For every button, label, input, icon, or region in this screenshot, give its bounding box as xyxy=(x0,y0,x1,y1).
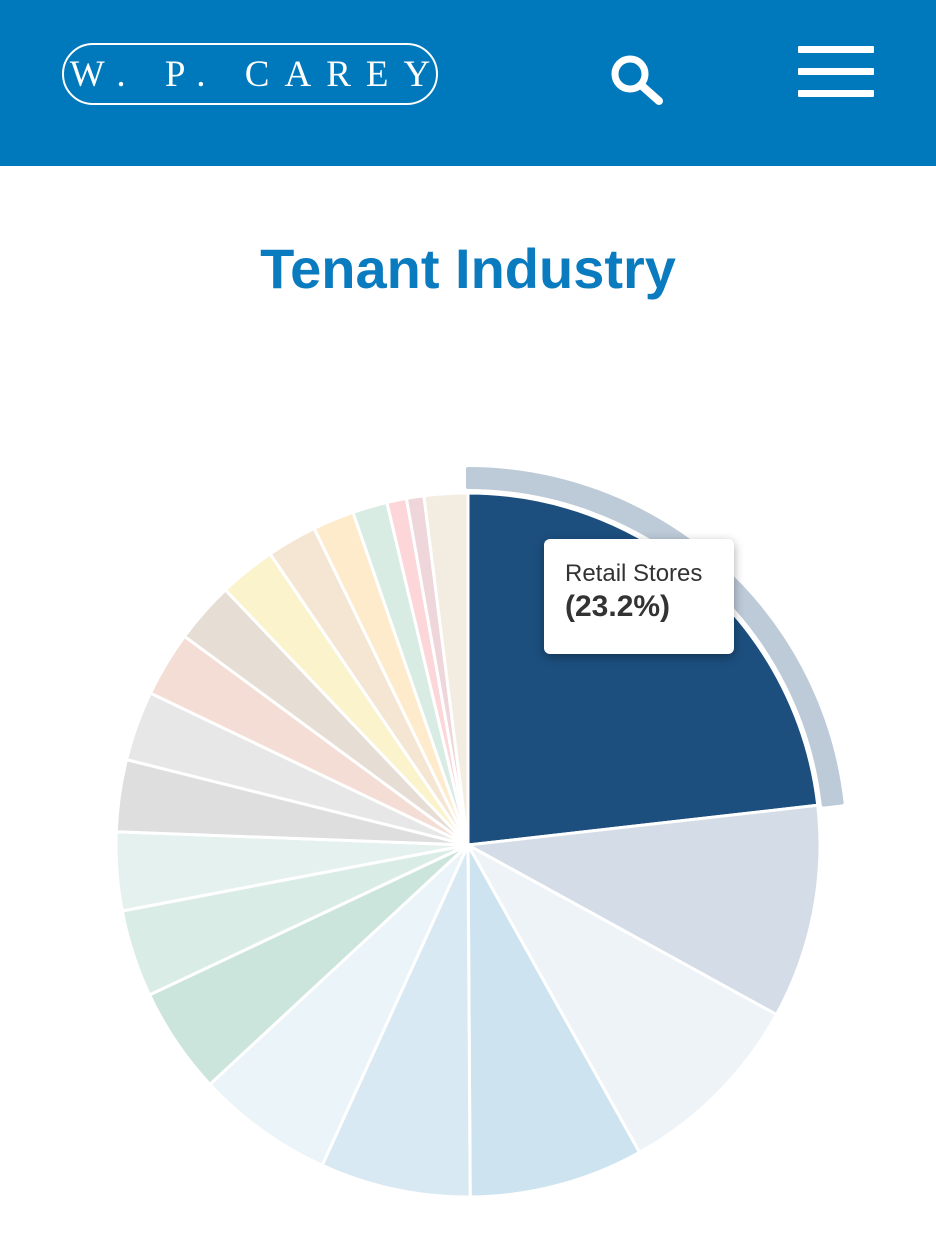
pie-slice-3[interactable] xyxy=(466,843,778,1154)
site-header: W. P. CAREY xyxy=(0,0,936,166)
menu-button[interactable] xyxy=(798,46,874,100)
pie-slice-20[interactable] xyxy=(422,491,470,847)
search-button[interactable] xyxy=(604,50,666,106)
tooltip-label: Retail Stores xyxy=(565,560,703,587)
chart-tooltip: Retail Stores (23.2%) xyxy=(544,539,734,654)
tooltip-value: (23.2%) xyxy=(565,590,671,623)
pie-chart xyxy=(114,467,844,1199)
page-title: Tenant Industry xyxy=(260,237,676,300)
pie-slice-6[interactable] xyxy=(208,843,470,1167)
pie-slice-5[interactable] xyxy=(320,843,472,1199)
pie-slice-2[interactable] xyxy=(466,803,822,1017)
menu-icon-bar-bottom xyxy=(798,90,874,97)
search-icon xyxy=(611,55,663,105)
pie-slice-highlight-halo xyxy=(466,467,844,807)
menu-icon-bar-top xyxy=(798,46,874,53)
menu-icon-bar-middle xyxy=(798,68,874,75)
pie-slice-4[interactable] xyxy=(466,843,642,1199)
wp-carey-logo[interactable]: W. P. CAREY xyxy=(62,43,438,105)
